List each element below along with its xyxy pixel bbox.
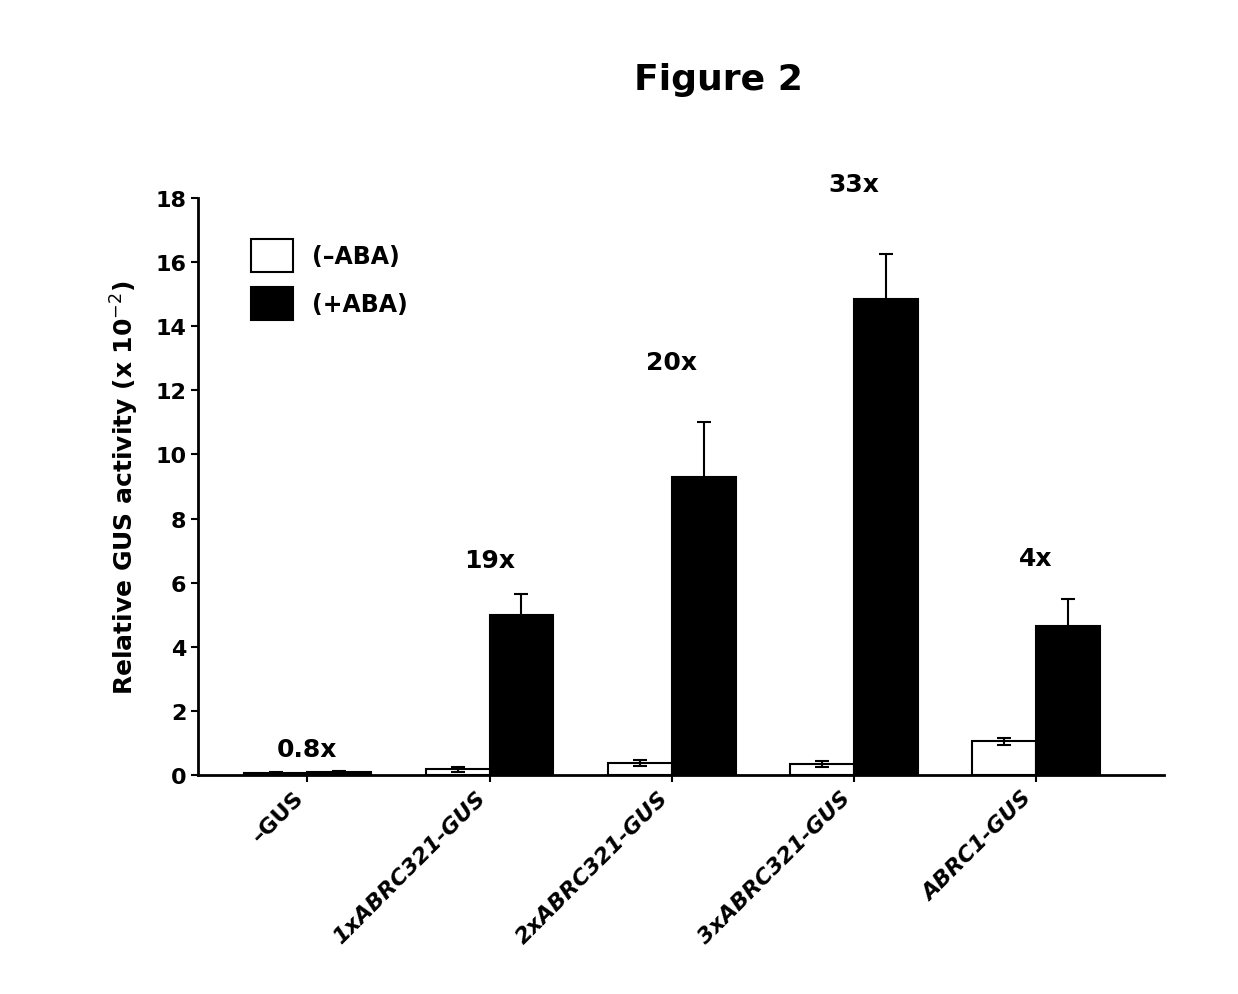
Bar (608, 763, 672, 775)
Bar (672, 477, 735, 775)
Text: 0.8x: 0.8x (277, 738, 338, 761)
Text: Figure 2: Figure 2 (634, 63, 802, 96)
Text: 20x: 20x (646, 351, 697, 375)
Bar (854, 300, 917, 775)
Text: 19x: 19x (464, 548, 515, 572)
Bar (244, 773, 307, 775)
Bar (972, 742, 1036, 775)
Bar (307, 772, 371, 775)
Text: 4x: 4x (1019, 547, 1054, 571)
Bar (790, 764, 854, 775)
Bar (489, 615, 553, 775)
Bar (426, 769, 489, 775)
Legend: (–ABA), (+ABA): (–ABA), (+ABA) (239, 228, 420, 332)
Y-axis label: Relative GUS activity (x 10$^{-2}$): Relative GUS activity (x 10$^{-2}$) (109, 280, 141, 694)
Text: 33x: 33x (828, 173, 879, 197)
Bar (1036, 626, 1099, 775)
